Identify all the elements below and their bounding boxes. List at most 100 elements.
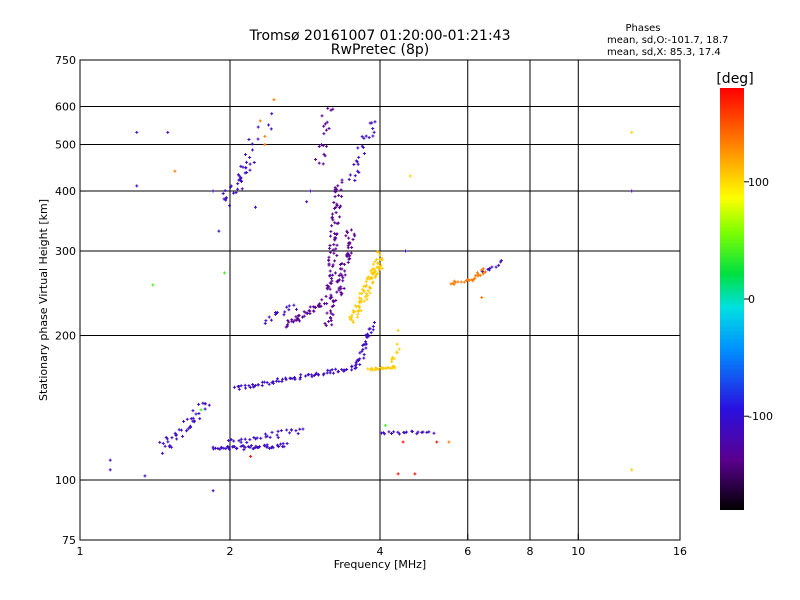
data-point <box>329 293 333 297</box>
data-point <box>268 446 272 450</box>
data-point <box>108 468 112 472</box>
data-point <box>403 431 407 435</box>
data-point <box>326 368 330 372</box>
data-point <box>371 328 375 332</box>
data-point <box>333 259 337 263</box>
data-point <box>248 445 252 449</box>
data-point <box>329 276 333 280</box>
data-point <box>248 168 252 172</box>
colorbar-label: [deg] <box>716 71 753 87</box>
data-point <box>282 445 286 449</box>
data-point <box>348 315 352 319</box>
data-point <box>328 315 332 319</box>
data-point <box>320 298 324 302</box>
data-point <box>373 275 377 279</box>
data-point <box>372 130 376 134</box>
data-point <box>329 309 333 313</box>
data-point <box>290 428 294 432</box>
data-point <box>305 200 309 204</box>
data-point <box>356 162 360 166</box>
data-point <box>223 271 227 275</box>
y-tick-label: 750 <box>55 54 76 67</box>
data-point <box>329 282 333 286</box>
data-point <box>383 423 387 427</box>
data-point <box>251 382 255 386</box>
data-point <box>337 274 341 278</box>
data-point <box>499 259 503 263</box>
data-point <box>246 445 250 449</box>
data-point <box>365 297 369 301</box>
data-point <box>240 179 244 183</box>
data-point <box>285 323 289 327</box>
data-point <box>258 119 262 123</box>
data-point <box>244 166 248 170</box>
data-point <box>252 160 256 164</box>
data-point <box>279 429 283 433</box>
data-point <box>287 320 291 324</box>
colorbar-tick-label: 0 <box>748 293 755 306</box>
data-point <box>362 299 366 303</box>
data-point <box>352 320 356 324</box>
data-point <box>389 431 393 435</box>
colorbar-ticks: 100 0 -100 <box>744 176 773 423</box>
data-point <box>370 276 374 280</box>
data-point <box>319 143 323 147</box>
data-point <box>397 347 401 351</box>
data-point <box>375 272 379 276</box>
data-point <box>630 130 634 134</box>
data-point <box>334 367 338 371</box>
colorbar <box>720 88 744 510</box>
data-point <box>380 266 384 270</box>
data-point <box>380 258 384 262</box>
data-point <box>251 148 255 152</box>
data-point <box>328 246 332 250</box>
data-point <box>271 381 275 385</box>
data-point <box>333 221 337 225</box>
data-point <box>473 276 477 280</box>
data-point <box>384 366 388 370</box>
data-point <box>369 269 373 273</box>
data-point <box>295 318 299 322</box>
data-point <box>408 174 412 178</box>
data-point <box>325 144 329 148</box>
data-point <box>377 268 381 272</box>
data-point <box>217 229 221 233</box>
data-point <box>468 278 472 282</box>
data-point <box>358 351 362 355</box>
data-point <box>328 273 332 277</box>
data-point <box>359 309 363 313</box>
phases-heading: Phases <box>625 23 660 34</box>
data-point <box>354 361 358 365</box>
data-point <box>401 440 405 444</box>
data-point <box>301 315 305 319</box>
data-point <box>243 437 247 441</box>
data-point <box>356 169 360 173</box>
data-point <box>239 437 243 441</box>
data-point <box>237 384 241 388</box>
data-point <box>358 306 362 310</box>
data-point <box>340 274 344 278</box>
data-point <box>165 437 169 441</box>
data-point <box>199 408 203 412</box>
data-point <box>308 312 312 316</box>
data-point <box>236 187 240 191</box>
data-point <box>232 191 236 195</box>
data-point <box>334 211 338 215</box>
data-point <box>410 430 414 434</box>
data-point <box>327 126 331 130</box>
data-point <box>229 438 233 442</box>
data-point <box>166 130 170 134</box>
data-point <box>427 430 431 434</box>
data-point <box>298 319 302 323</box>
data-point <box>298 377 302 381</box>
y-tick-label: 600 <box>55 101 76 114</box>
data-point <box>366 332 370 336</box>
data-point <box>328 269 332 273</box>
data-point <box>175 437 179 441</box>
data-point <box>352 311 356 315</box>
data-point <box>329 234 333 238</box>
data-point <box>337 278 341 282</box>
data-point <box>333 271 337 275</box>
data-point <box>416 430 420 434</box>
data-point <box>222 197 226 201</box>
